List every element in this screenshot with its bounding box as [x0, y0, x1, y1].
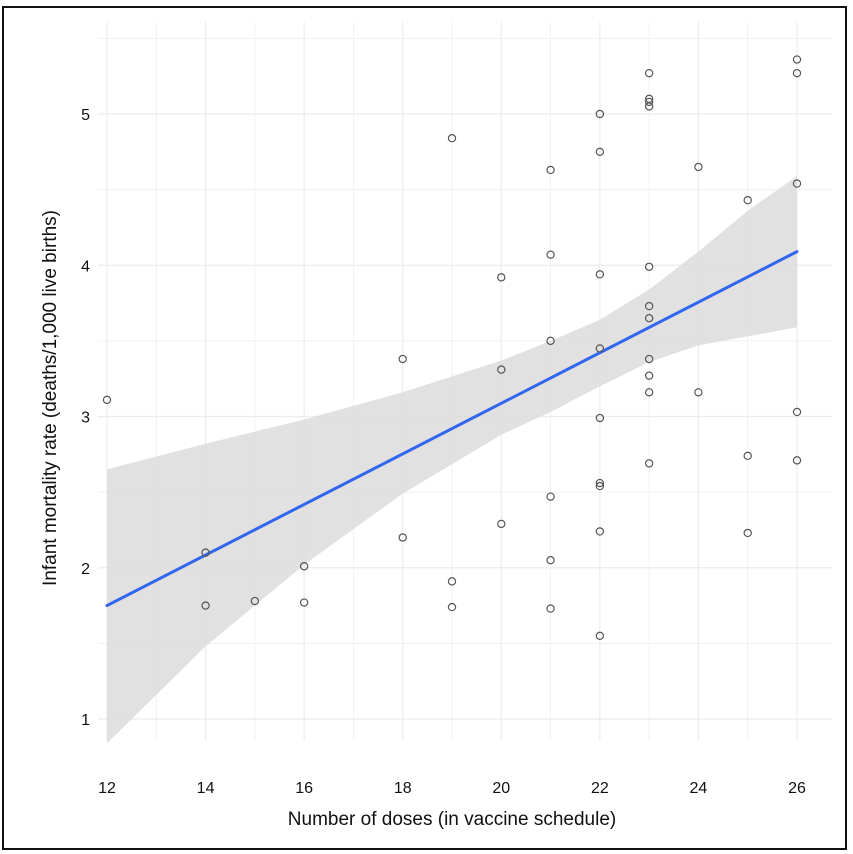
- data-point: [743, 196, 752, 205]
- x-tick-label: 24: [690, 780, 708, 797]
- data-point: [644, 354, 654, 364]
- data-point: [792, 179, 802, 188]
- data-point: [546, 604, 555, 613]
- y-tick-label: 2: [81, 561, 90, 578]
- x-tick-label: 20: [492, 780, 510, 797]
- data-point: [595, 413, 605, 423]
- data-point: [644, 459, 654, 468]
- data-point: [546, 250, 555, 259]
- data-point: [546, 336, 555, 346]
- y-tick-label: 4: [81, 258, 90, 275]
- data-point: [546, 555, 555, 565]
- data-point: [447, 577, 457, 586]
- data-point: [497, 365, 506, 374]
- data-point: [447, 133, 457, 143]
- data-point: [102, 395, 112, 405]
- data-point: [497, 519, 506, 529]
- y-axis-title: Infant mortality rate (deaths/1,000 live…: [40, 210, 61, 586]
- confidence-band: [107, 176, 797, 744]
- data-point: [250, 596, 260, 606]
- x-tick-label: 16: [295, 780, 313, 797]
- data-point: [595, 527, 605, 536]
- confidence-band-area: [107, 176, 797, 744]
- x-tick-label: 12: [98, 780, 116, 797]
- regression-line-path: [105, 250, 799, 608]
- data-point: [694, 162, 703, 172]
- data-point: [644, 262, 654, 271]
- data-point: [201, 548, 210, 557]
- x-tick-label: 22: [591, 780, 609, 797]
- data-point: [201, 601, 210, 610]
- data-point: [299, 598, 309, 607]
- data-point: [546, 492, 555, 501]
- data-point: [792, 55, 802, 64]
- y-tick-labels: 1 2 3 4 5: [81, 107, 90, 729]
- data-point: [792, 407, 802, 417]
- data-point: [644, 102, 654, 111]
- data-point: [595, 478, 605, 488]
- data-point: [644, 301, 654, 311]
- y-tick-label: 3: [81, 410, 90, 427]
- data-point: [644, 388, 654, 397]
- x-axis-title: Number of doses (in vaccine schedule): [288, 809, 616, 830]
- data-point: [595, 147, 605, 157]
- data-point: [792, 456, 802, 465]
- data-point: [546, 165, 555, 175]
- x-tick-label: 26: [788, 780, 806, 797]
- data-point: [743, 528, 752, 538]
- data-point: [644, 313, 654, 323]
- data-point: [299, 562, 309, 571]
- data-point: [644, 68, 654, 78]
- y-tick-label: 1: [81, 712, 90, 729]
- data-point: [694, 388, 703, 397]
- data-point: [743, 451, 752, 461]
- data-point: [595, 631, 605, 641]
- data-point: [497, 273, 506, 282]
- data-point: [398, 533, 407, 542]
- data-point: [644, 371, 654, 380]
- data-point: [398, 354, 407, 364]
- data-point: [595, 481, 605, 491]
- data-point: [644, 97, 654, 107]
- data-point: [792, 68, 802, 78]
- x-tick-label: 18: [394, 780, 412, 797]
- x-tick-label: 14: [197, 780, 215, 797]
- x-tick-labels: 12 14 16 18 20 22 24 26: [98, 780, 806, 797]
- data-point: [595, 109, 605, 119]
- data-points: [102, 55, 802, 641]
- data-point: [595, 270, 605, 279]
- data-point: [595, 344, 605, 353]
- y-tick-label: 5: [81, 107, 90, 124]
- regression-line: [105, 250, 799, 608]
- data-point: [447, 602, 457, 612]
